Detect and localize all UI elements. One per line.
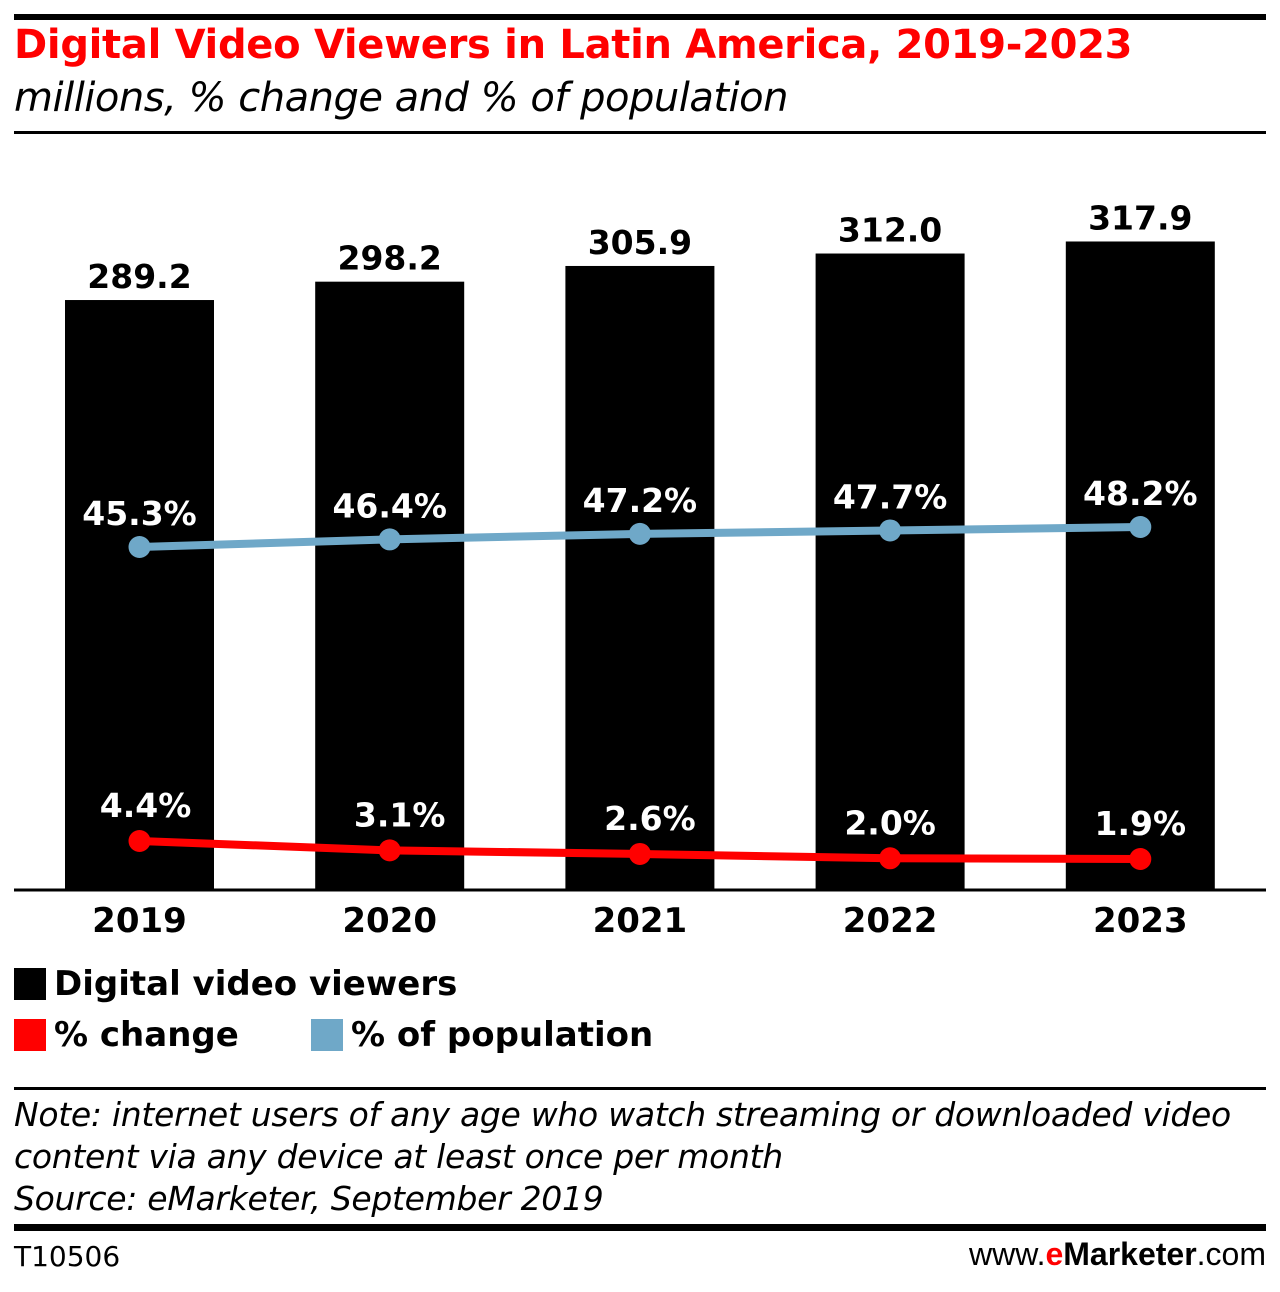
top-rule [14,14,1266,20]
population-label: 46.4% [332,486,447,525]
legend-item-population: % of population [311,1015,653,1055]
bottom-rule [14,1224,1266,1231]
population-point [628,522,651,545]
x-tick-label: 2023 [1093,901,1188,941]
population-label: 45.3% [82,494,197,533]
note-rule [14,1087,1266,1090]
change-label: 2.0% [844,803,936,842]
legend-item-change: % change [14,1015,239,1055]
population-point [1129,515,1152,538]
brand-e: e [1045,1236,1064,1272]
brand-suffix: .com [1196,1236,1266,1272]
change-point [1129,848,1152,870]
population-label: 47.7% [833,477,948,516]
source-text: Source: eMarketer, September 2019 [14,1179,604,1218]
note-text: Note: internet users of any age who watc… [14,1095,1231,1176]
change-label: 2.6% [604,799,696,838]
bar-value-label: 305.9 [588,223,692,262]
plot-area: 289.2 2019 298.2 2020 305.9 2021 312.0 2022 317.… [14,198,1266,941]
population-label: 47.2% [583,481,698,520]
title-rule [14,131,1266,134]
population-point [879,519,902,542]
population-point [378,528,401,551]
x-tick-label: 2021 [593,901,688,941]
legend-swatch [14,968,46,1000]
bar [1065,241,1215,890]
legend-label: % change [54,1015,239,1055]
change-label: 1.9% [1095,804,1187,843]
bar [65,300,214,891]
change-point [628,842,651,865]
brand-prefix: www. [969,1236,1046,1272]
notes: Note: internet users of any age who watc… [14,1094,1264,1220]
population-point [128,536,151,558]
bar [315,281,465,890]
bar-value-label: 298.2 [338,239,442,278]
legend-item-viewers: Digital video viewers [14,964,457,1004]
bar [815,253,965,890]
brand-logo: www.eMarketer.com [969,1236,1266,1273]
change-label: 4.4% [100,786,192,825]
change-point [879,847,902,870]
chart-id: T10506 [14,1240,121,1273]
legend-label: % of population [351,1015,654,1055]
brand-main: Marketer [1063,1236,1197,1272]
x-tick-label: 2020 [342,901,437,941]
change-point [378,839,401,862]
change-label: 3.1% [354,795,446,834]
x-tick-label: 2022 [843,901,938,941]
chart-title: Digital Video Viewers in Latin America, … [14,22,1133,68]
bar [565,265,715,890]
legend-label: Digital video viewers [54,964,458,1004]
legend-swatch [14,1019,46,1051]
bar-value-label: 317.9 [1088,198,1192,237]
x-tick-label: 2019 [92,901,187,941]
bar-value-label: 312.0 [838,211,942,250]
population-label: 48.2% [1083,474,1198,513]
bar-value-label: 289.2 [87,257,191,296]
legend-swatch [311,1019,343,1051]
change-point [128,830,151,852]
chart-subtitle: millions, % change and % of population [14,75,788,121]
